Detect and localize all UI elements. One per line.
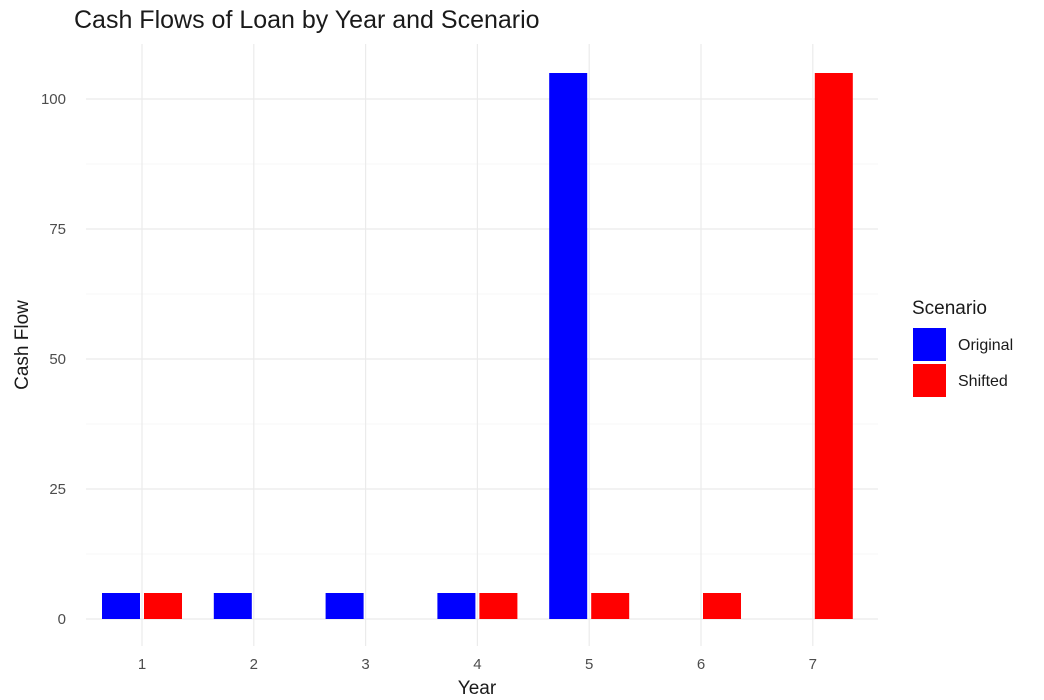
x-tick-label: 4 <box>473 656 481 673</box>
bar-original-year-1 <box>102 593 140 619</box>
y-tick-label: 75 <box>49 221 66 238</box>
x-tick-label: 6 <box>697 656 705 673</box>
legend: Scenario Original Shifted <box>912 298 1013 397</box>
bar-shifted-year-7 <box>814 73 853 619</box>
y-tick-label: 0 <box>58 611 66 628</box>
bar-original-year-5 <box>549 73 588 619</box>
bars <box>102 73 853 619</box>
bar-shifted-year-4 <box>479 593 518 619</box>
bar-shifted-year-5 <box>591 593 630 619</box>
x-tick-label: 1 <box>138 656 146 673</box>
x-tick-label: 3 <box>361 656 369 673</box>
bar-shifted-year-1 <box>144 593 182 619</box>
legend-label-original: Original <box>958 337 1013 354</box>
grid <box>86 44 878 646</box>
y-tick-label: 100 <box>41 91 66 108</box>
bar-shifted-year-6 <box>703 593 741 619</box>
x-tick-label: 7 <box>809 656 817 673</box>
x-tick-label: 5 <box>585 656 593 673</box>
y-tick-label: 50 <box>49 351 66 368</box>
legend-key-original <box>913 328 946 361</box>
x-axis-title: Year <box>458 678 497 699</box>
legend-key-shifted <box>913 364 946 397</box>
legend-title: Scenario <box>912 298 987 319</box>
y-tick-label: 25 <box>49 481 66 498</box>
y-axis-title: Cash Flow <box>12 300 33 390</box>
x-tick-label: 2 <box>250 656 258 673</box>
chart-title: Cash Flows of Loan by Year and Scenario <box>74 6 540 34</box>
bar-original-year-2 <box>213 593 252 619</box>
bar-original-year-4 <box>437 593 476 619</box>
bar-original-year-3 <box>325 593 364 619</box>
x-axis-ticks: 1 2 3 4 5 6 7 <box>138 656 817 673</box>
y-axis-ticks: 0 25 50 75 100 <box>41 91 66 628</box>
legend-label-shifted: Shifted <box>958 373 1008 390</box>
